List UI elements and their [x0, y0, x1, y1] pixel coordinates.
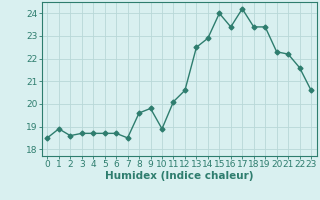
X-axis label: Humidex (Indice chaleur): Humidex (Indice chaleur) [105, 171, 253, 181]
